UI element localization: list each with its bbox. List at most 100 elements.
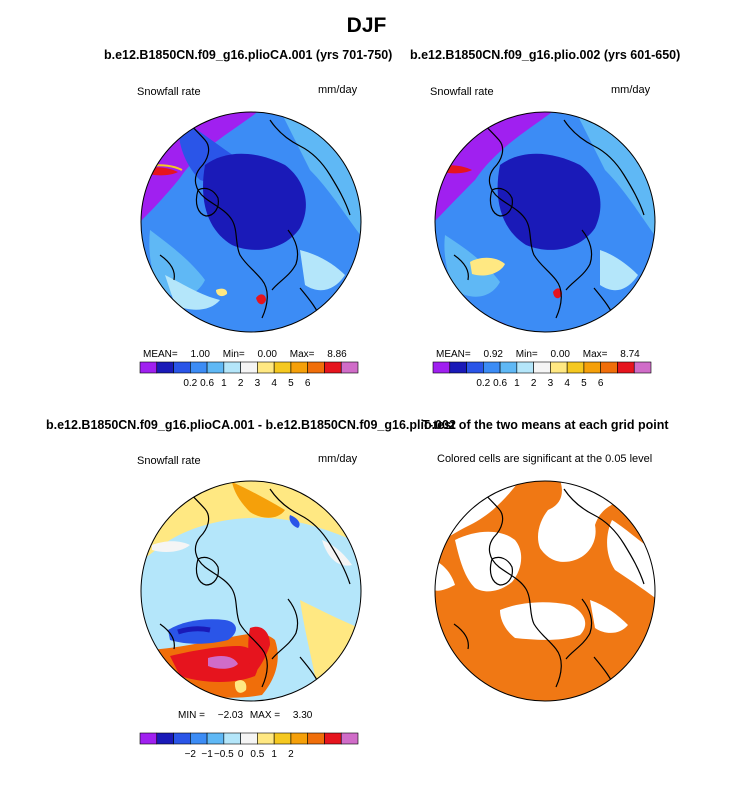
panel2-yellow-patch bbox=[470, 257, 505, 276]
panel2-red-streak bbox=[442, 165, 472, 174]
panel3-colorbar-box bbox=[324, 732, 342, 745]
panel1-stats: MEAN= 1.00 Min= 0.00 Max= 8.86 bbox=[143, 349, 347, 360]
panel2-colorbar-tick-label: 6 bbox=[598, 378, 604, 389]
panel3-stat-min-label: MIN = bbox=[178, 710, 205, 721]
panel2-colorbar-tick-label: 4 bbox=[564, 378, 570, 389]
panel1-colorbar-tick-label: 3 bbox=[255, 378, 261, 389]
panel2-colorbar-tick-label: 3 bbox=[548, 378, 554, 389]
panel2-stat-max-label: Max= bbox=[582, 349, 608, 360]
panel3-stats: MIN = −2.03 MAX = 3.30 bbox=[178, 710, 312, 721]
panel1-red-spot bbox=[256, 294, 266, 305]
panel1-field-base bbox=[141, 112, 361, 332]
panel2-colorbar-box bbox=[466, 361, 484, 374]
panel4-subtitle: Colored cells are significant at the 0.0… bbox=[437, 453, 653, 465]
panel2-colorbar-tick-label: 5 bbox=[581, 378, 587, 389]
panel2-colorbar-tick-label: 0.6 bbox=[493, 378, 507, 389]
panel1-pale-band bbox=[165, 275, 220, 310]
panel2-red-spot bbox=[553, 288, 562, 299]
panel3-colorbar-box bbox=[307, 732, 325, 745]
panel1-colorbar-box bbox=[173, 361, 191, 374]
panel2-stat-min: 0.00 bbox=[550, 349, 570, 360]
panel1-colorbar-box bbox=[257, 361, 275, 374]
panel3-pink-peak bbox=[208, 656, 238, 669]
panel3-red-south bbox=[170, 646, 259, 682]
panel2-colorbar-tick-label: 1 bbox=[514, 378, 520, 389]
panel2-title: b.e12.B1850CN.f09_g16.plio.002 (yrs 601-… bbox=[410, 48, 681, 62]
panel3-colorbar-box bbox=[139, 732, 158, 745]
panel4-nonsig-northwest bbox=[435, 481, 520, 545]
panel1-colorbar-tick-label: 0.2 bbox=[183, 378, 197, 389]
panel3-red-east bbox=[248, 626, 270, 676]
panel3-colorbar-tick-label: −2 bbox=[185, 749, 197, 760]
panel2-colorbar-box bbox=[566, 361, 585, 374]
panel2-purple-south bbox=[435, 285, 525, 332]
panel3-orange-north bbox=[232, 482, 285, 518]
panel3-colorbar-box bbox=[223, 732, 241, 745]
panel4-nonsig-center bbox=[500, 602, 586, 640]
panel3-colorbar: −2 −1 −0.5 0 0.5 1 2 bbox=[139, 732, 359, 760]
panel1-stat-max-label: Max= bbox=[289, 349, 315, 360]
panel3-colorbar-tick-label: 0 bbox=[238, 749, 244, 760]
panel3-colorbar-box bbox=[156, 732, 174, 745]
panel3-stat-max-label: MAX = bbox=[249, 710, 281, 721]
panel1-darkblue-arctic bbox=[203, 153, 306, 250]
panel3-field-base bbox=[141, 481, 361, 701]
panel3-colorbar-box bbox=[257, 732, 275, 745]
panel1-blue-patch bbox=[178, 118, 240, 182]
panel2-colorbar-box bbox=[617, 361, 635, 374]
panel1-colorbar-box bbox=[273, 361, 292, 374]
panel3-blue-negative bbox=[168, 619, 236, 644]
panel1-colorbar-box bbox=[156, 361, 174, 374]
panel1-purple-south bbox=[141, 300, 230, 332]
panel3-left-label: Snowfall rate bbox=[137, 455, 201, 467]
panel3-yellow-east bbox=[300, 600, 361, 701]
panel4-title: T-test of the two means at each grid poi… bbox=[422, 418, 669, 432]
panel1-colorbar-box bbox=[290, 361, 308, 374]
panel1-title: b.e12.B1850CN.f09_g16.plioCA.001 (yrs 70… bbox=[104, 48, 393, 62]
panel1-lightblue-west bbox=[149, 230, 205, 297]
panel2-stat-min-label: Min= bbox=[515, 349, 538, 360]
panel2-stats: MEAN= 0.92 Min= 0.00 Max= 8.74 bbox=[436, 349, 640, 360]
panel1-stat-max: 8.86 bbox=[327, 349, 347, 360]
panel1-colorbar-tick-label: 6 bbox=[305, 378, 311, 389]
panel2-colorbar-box bbox=[499, 361, 518, 374]
panel2-lightblue-west bbox=[444, 235, 500, 297]
panel2-coastlines bbox=[453, 114, 645, 323]
panel1-colorbar: 0.2 0.6 1 2 3 4 5 6 bbox=[139, 361, 359, 389]
panel2-colorbar-box bbox=[483, 361, 501, 374]
panel1-colorbar-box bbox=[307, 361, 325, 374]
panel2-colorbar-box bbox=[533, 361, 551, 374]
panel3-colorbar-tick-label: 2 bbox=[288, 749, 294, 760]
panel1-purple-region bbox=[141, 112, 260, 222]
panel2-stat-mean: 0.92 bbox=[483, 349, 503, 360]
panel2-colorbar-box bbox=[432, 361, 451, 374]
panel3-colorbar-tick-label: 0.5 bbox=[250, 749, 264, 760]
panel2-colorbar: 0.2 0.6 1 2 3 4 5 6 bbox=[432, 361, 652, 389]
panel4-nonsig-east bbox=[607, 520, 655, 600]
panel2-field-base bbox=[435, 112, 655, 332]
panel3-stat-min: −2.03 bbox=[217, 710, 244, 721]
panel1-colorbar-tick-label: 5 bbox=[288, 378, 294, 389]
panel3-colorbar-box bbox=[206, 732, 225, 745]
panel3-coastlines bbox=[159, 483, 351, 692]
panel4-coastlines bbox=[453, 483, 645, 692]
panel3-title: b.e12.B1850CN.f09_g16.plioCA.001 - b.e12… bbox=[46, 418, 456, 432]
panel1-colorbar-box bbox=[324, 361, 342, 374]
panel1-colorbar-tick-label: 1 bbox=[221, 378, 227, 389]
panel1-colorbar-tick-label: 4 bbox=[271, 378, 277, 389]
panel1-colorbar-tick-label: 0.6 bbox=[200, 378, 214, 389]
panel1-units-label: mm/day bbox=[318, 84, 358, 96]
panel1-stat-min-label: Min= bbox=[222, 349, 245, 360]
panel1-stat-mean: 1.00 bbox=[190, 349, 210, 360]
panel2-colorbar-box bbox=[583, 361, 601, 374]
panel2-units-label: mm/day bbox=[611, 84, 651, 96]
panel3-colorbar-box bbox=[340, 732, 359, 745]
panel1-lightblue-east bbox=[280, 112, 361, 240]
panel1-red-streak bbox=[148, 167, 178, 176]
panel4-significant-cells bbox=[435, 481, 655, 701]
panel1-colorbar-box bbox=[223, 361, 241, 374]
panel3-colorbar-box bbox=[190, 732, 208, 745]
panel2-stat-max: 8.74 bbox=[620, 349, 640, 360]
